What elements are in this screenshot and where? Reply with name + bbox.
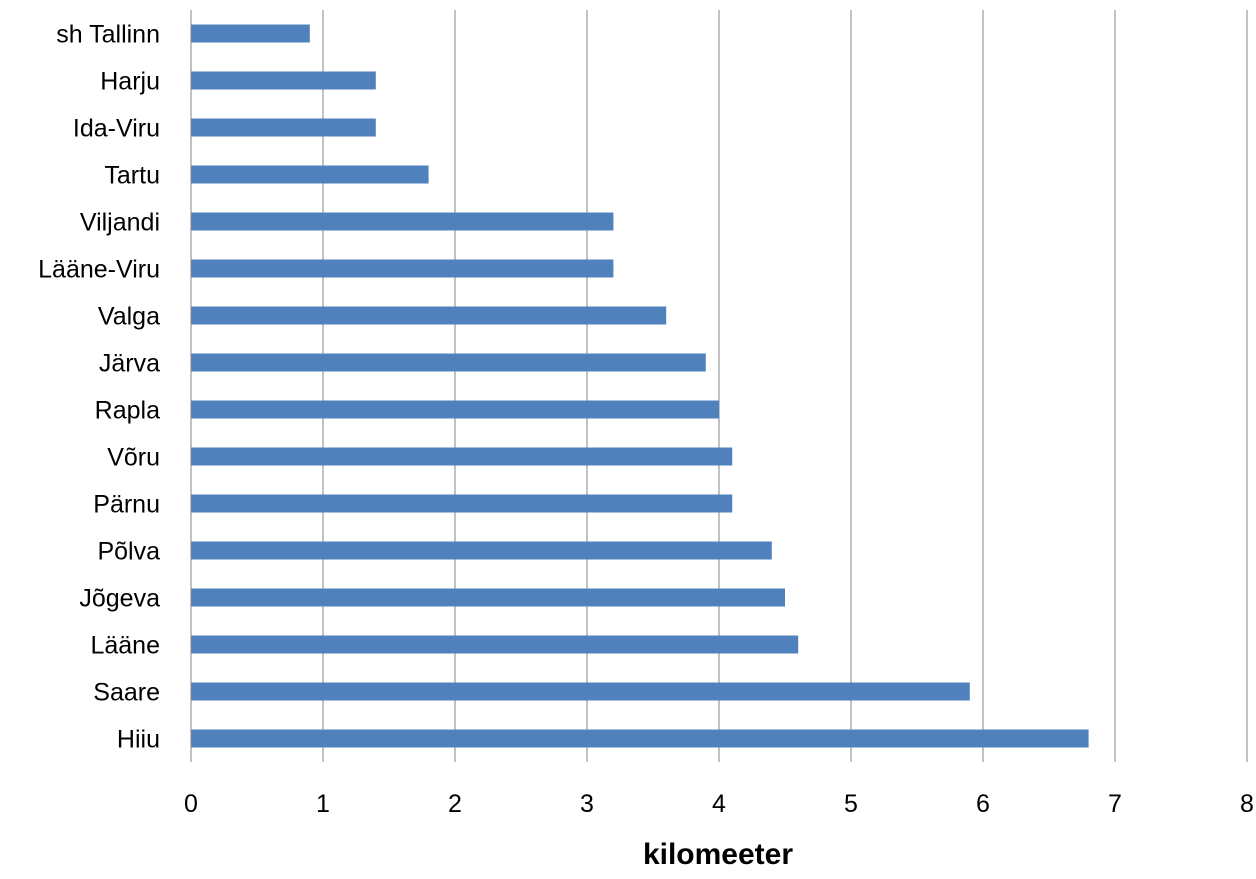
bar [191,353,706,372]
category-label: Viljandi [80,209,160,237]
category-labels: sh Tallinn Harju Ida-Viru Tartu Viljandi Lään… [38,21,160,754]
category-label: Harju [100,68,160,96]
bar [191,165,429,184]
x-tick-label: 3 [580,790,594,818]
category-label: Lääne [90,632,160,660]
x-tick-label: 1 [316,790,330,818]
x-tick-label: 7 [1108,790,1122,818]
category-label: Lääne-Viru [38,256,160,284]
bar [191,259,614,278]
bar [191,400,719,419]
x-tick-labels: 0 1 2 3 4 5 6 7 8 [184,790,1254,818]
bar [191,588,785,607]
bar [191,306,667,325]
bar [191,541,772,560]
category-label: Järva [99,350,160,378]
category-label: Rapla [95,397,160,425]
bar [191,447,733,466]
category-label: Pärnu [93,491,160,519]
category-label: Valga [98,303,160,331]
bar [191,212,614,231]
x-tick-label: 8 [1240,790,1254,818]
bar [191,635,799,654]
category-label: Tartu [104,162,160,190]
category-label: Jõgeva [79,585,160,613]
x-tick-label: 2 [448,790,462,818]
category-label: Saare [93,679,160,707]
bar [191,71,376,90]
gridlines [322,10,1248,762]
bar [191,729,1089,748]
x-axis-title: kilomeeter [643,838,793,871]
category-label: Võru [107,444,160,472]
x-tick-label: 0 [184,790,198,818]
x-tick-label: 6 [976,790,990,818]
category-label: Hiiu [117,726,160,754]
x-tick-label: 5 [844,790,858,818]
category-label: sh Tallinn [56,21,160,49]
x-tick-label: 4 [712,790,726,818]
bar [191,118,376,137]
bar [191,494,733,513]
bar [191,24,310,43]
bars [191,24,1089,748]
category-label: Ida-Viru [73,115,160,143]
category-label: Põlva [97,538,160,566]
bar [191,682,970,701]
